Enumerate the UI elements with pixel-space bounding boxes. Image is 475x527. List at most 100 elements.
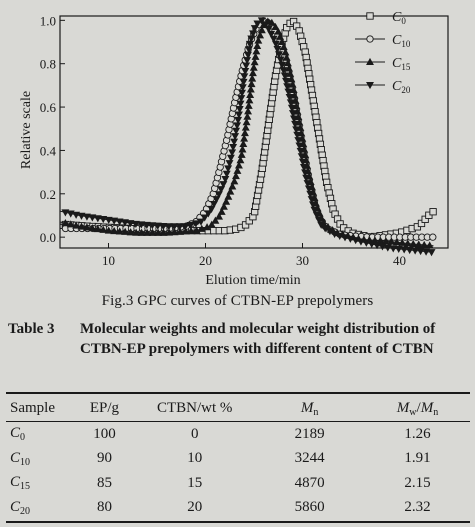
data-point: [387, 237, 396, 245]
data-point: [228, 149, 237, 157]
legend-item-C0: C0: [355, 10, 406, 26]
data-point: [346, 235, 355, 243]
data-point: [241, 221, 250, 229]
data-point: [264, 25, 273, 34]
data-point: [175, 223, 184, 231]
table-top-rule: [6, 392, 470, 394]
data-point: [159, 223, 168, 231]
data-point: [72, 211, 81, 219]
series-C15: [59, 17, 434, 249]
cell-ep: 90: [96, 450, 112, 467]
data-point: [422, 248, 431, 256]
data-point: [229, 143, 238, 152]
data-point: [429, 233, 437, 241]
data-point: [197, 218, 205, 226]
data-point: [210, 201, 218, 209]
data-point: [267, 30, 276, 38]
y-tick-label: 0.4: [40, 143, 57, 158]
data-point: [236, 156, 245, 164]
data-point: [239, 78, 248, 86]
data-point: [93, 215, 102, 223]
data-point: [282, 77, 290, 86]
data-point: [82, 223, 91, 231]
data-point: [315, 216, 323, 224]
data-point: [77, 212, 86, 220]
data-point: [204, 210, 213, 218]
data-point: [421, 215, 429, 223]
data-point: [115, 218, 124, 226]
data-point: [256, 31, 265, 39]
data-point: [236, 100, 245, 108]
data-point: [279, 67, 288, 75]
data-point: [148, 228, 157, 236]
data-point: [271, 40, 280, 48]
data-point: [351, 237, 360, 245]
data-point: [242, 62, 251, 70]
data-point: [290, 115, 298, 123]
data-point: [239, 139, 248, 148]
data-point: [366, 12, 374, 20]
data-point: [253, 41, 262, 50]
data-point: [104, 226, 113, 234]
cell-sample: C0: [10, 425, 26, 444]
cell-sample: C10: [10, 449, 31, 468]
data-point: [186, 221, 195, 230]
data-point: [389, 245, 398, 253]
data-point: [317, 221, 326, 229]
table-header-rule: [6, 421, 470, 422]
data-point: [226, 154, 235, 162]
cell-ep: 100: [93, 425, 116, 442]
data-point: [170, 228, 179, 236]
data-point: [330, 230, 339, 239]
chart-axes: 0.0 0.2 0.4 0.6 0.8 1.0 10 20 30 40: [40, 13, 449, 268]
data-point: [226, 187, 235, 195]
header-pdi: Mw/Mn: [396, 399, 439, 418]
cell-mn: 5860: [294, 499, 325, 516]
data-point: [287, 75, 296, 83]
data-point: [242, 118, 251, 126]
y-tick-label: 0.2: [40, 187, 56, 202]
data-point: [292, 126, 301, 134]
data-point: [341, 234, 349, 242]
data-point: [66, 210, 75, 218]
data-point: [416, 248, 425, 256]
legend-item-C15: C15: [355, 56, 411, 72]
data-point: [383, 244, 392, 252]
data-point: [301, 169, 310, 177]
data-point: [288, 80, 297, 88]
table-title: Molecular weights and molecular weight d…: [80, 321, 436, 357]
data-point: [104, 216, 113, 224]
data-point: [66, 220, 75, 228]
cell-sample: C15: [10, 474, 31, 493]
data-point: [232, 127, 241, 135]
data-point: [283, 59, 292, 67]
series-C20: [59, 17, 436, 257]
data-point: [231, 171, 240, 180]
data-point: [299, 164, 308, 172]
data-point: [302, 174, 311, 182]
table-row: C15 85 15 4870 2.15: [6, 471, 470, 496]
cell-ctbn: 10: [187, 450, 203, 467]
data-point: [417, 219, 426, 228]
data-point: [278, 61, 287, 69]
data-point: [279, 43, 288, 51]
data-point: [93, 224, 102, 233]
data-point: [283, 83, 292, 91]
data-point: [280, 72, 289, 80]
data-point: [367, 240, 376, 249]
table-row: C20 80 20 5860 2.32: [6, 496, 470, 521]
data-point: [121, 219, 129, 227]
chart-series: [59, 17, 437, 257]
header-ctbn: CTBN/wt %: [157, 400, 233, 416]
data-point: [238, 84, 247, 92]
data-point: [306, 190, 315, 198]
data-point: [222, 170, 231, 178]
data-point: [132, 228, 141, 236]
data-point: [273, 46, 282, 54]
data-point: [335, 232, 344, 240]
data-point: [253, 20, 262, 28]
data-point: [245, 217, 253, 225]
data-point: [282, 53, 291, 61]
cell-pdi: 1.91: [404, 450, 431, 467]
data-point: [250, 58, 259, 66]
